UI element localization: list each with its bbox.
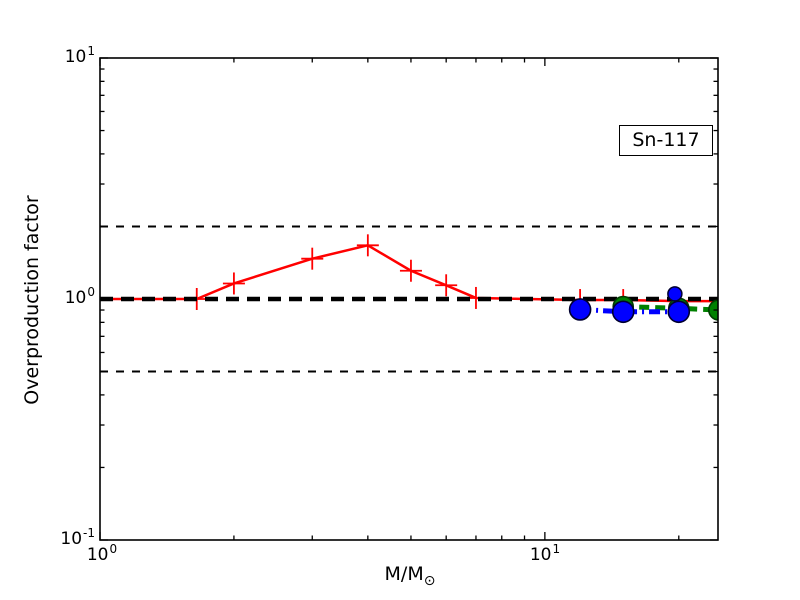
blue-small-extra-point [667,286,683,302]
y-tick-label-10e0: 100 [64,285,95,308]
y-axis-label: Overproduction factor [21,195,43,405]
massive-models-blue-dashdot [568,298,691,324]
reference-lines [100,225,718,373]
x-tick-label-10e1: 101 [529,542,561,565]
y-tick-label-10e1: 101 [64,44,95,67]
isotope-label: Sn-117 [632,129,700,151]
y-tick-label-10e-1: 10-1 [60,526,95,549]
x-tick-label-10e0: 100 [86,542,118,565]
series-top-layer [568,286,718,324]
sun-symbol: ⊙ [423,573,436,589]
isotope-label-box: Sn-117 [619,125,713,156]
x-axis-label: M/M⊙ [384,563,436,589]
plot-frame [99,57,719,541]
